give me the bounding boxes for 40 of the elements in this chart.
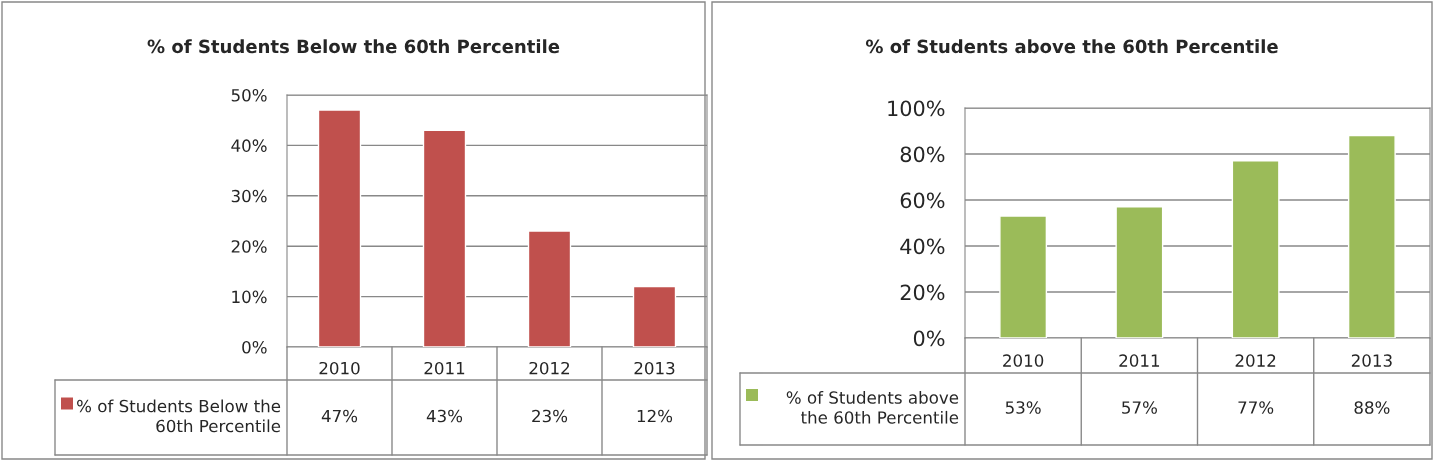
y-tick-label: 100% bbox=[888, 100, 945, 117]
chart-title: % of Students Below the 60th Percentile bbox=[147, 39, 560, 54]
y-tick-label: 50% bbox=[231, 88, 267, 102]
y-tick-label: 60% bbox=[900, 192, 945, 209]
chart-title: % of Students above the 60th Percentile bbox=[865, 39, 1278, 54]
bar bbox=[999, 215, 1048, 338]
x-tick-label: 2011 bbox=[424, 361, 465, 375]
bar bbox=[317, 109, 362, 347]
x-tick-label: 2013 bbox=[634, 361, 675, 375]
x-tick-label: 2013 bbox=[1351, 354, 1392, 367]
bar bbox=[1231, 160, 1280, 338]
bar bbox=[632, 285, 677, 347]
y-tick-label: 10% bbox=[232, 290, 267, 304]
bar bbox=[1347, 134, 1396, 338]
y-tick-label: 40% bbox=[900, 238, 945, 255]
data-label: 57% bbox=[1122, 401, 1157, 414]
y-tick-label: 0% bbox=[242, 340, 267, 354]
bar bbox=[527, 230, 572, 347]
x-tick-label: 2010 bbox=[319, 361, 360, 375]
data-label: 53% bbox=[1005, 401, 1041, 414]
y-tick-label: 30% bbox=[231, 189, 267, 203]
bar bbox=[1115, 206, 1164, 338]
x-tick-label: 2012 bbox=[1235, 354, 1276, 367]
x-tick-label: 2010 bbox=[1003, 354, 1044, 367]
y-tick-label: 20% bbox=[900, 284, 945, 301]
x-tick-label: 2011 bbox=[1119, 354, 1160, 367]
y-tick-label: 40% bbox=[231, 139, 267, 152]
legend-label: % of Students Below the 60th Percentile bbox=[77, 399, 281, 433]
data-label: 88% bbox=[1354, 401, 1390, 414]
bar bbox=[422, 129, 467, 347]
data-label: 23% bbox=[532, 409, 568, 423]
data-label: 47% bbox=[321, 409, 358, 423]
legend-label: % of Students above the 60th Percentile bbox=[786, 390, 959, 424]
y-tick-label: 0% bbox=[913, 330, 945, 347]
y-tick-label: 80% bbox=[900, 146, 945, 163]
data-label: 43% bbox=[426, 409, 463, 423]
data-label: 77% bbox=[1238, 401, 1274, 414]
y-tick-label: 20% bbox=[231, 240, 267, 253]
x-tick-label: 2012 bbox=[529, 361, 570, 375]
data-label: 12% bbox=[637, 409, 673, 423]
